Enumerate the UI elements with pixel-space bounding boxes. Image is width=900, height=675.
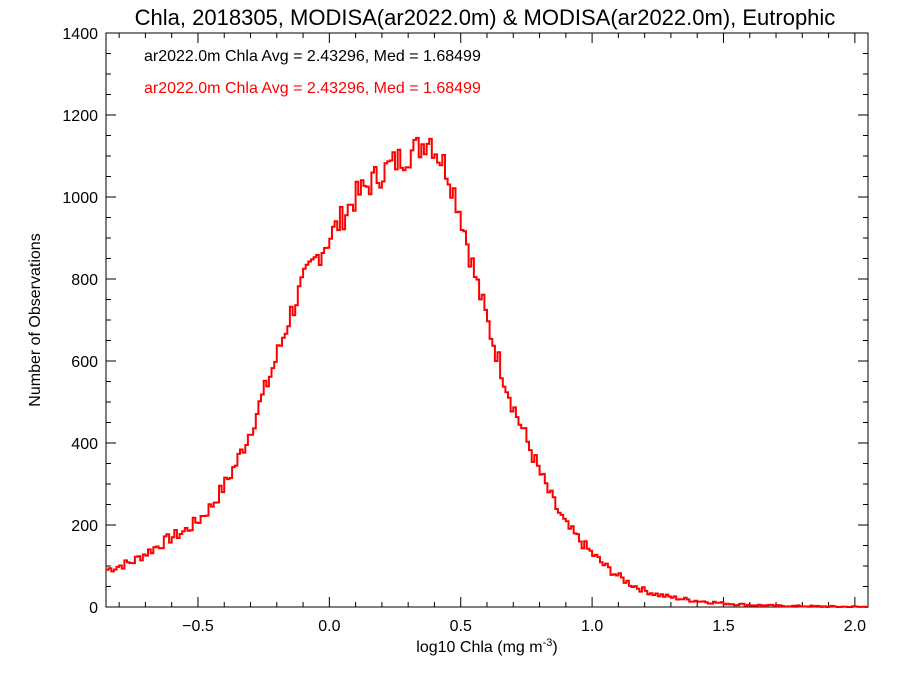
x-axis-label: log10 Chla (mg m-3) [416,637,557,656]
y-tick-label: 600 [71,354,98,371]
x-tick-label: 2.0 [844,618,866,635]
x-tick-label: 0.0 [318,618,340,635]
x-tick-label: 1.5 [712,618,734,635]
y-axis-label: Number of Observations [27,233,44,406]
histogram-series-line [106,136,868,608]
x-axis-label-main: log10 Chla (mg m [416,639,542,656]
y-tick-label: 0 [89,600,98,617]
y-tick-label: 400 [71,436,98,453]
axis-ticks [106,32,868,608]
y-tick-label: 1000 [62,190,98,207]
x-tick-label: 1.0 [581,618,603,635]
x-axis-label-superscript: -3 [543,637,553,649]
y-tick-label: 800 [71,272,98,289]
chart-title: Chla, 2018305, MODISA(ar2022.0m) & MODIS… [135,5,836,30]
axis-tick-labels: −0.5 0.0 0.5 1.0 1.5 2.0 0 200 400 600 800 1000 1200… [62,26,866,635]
y-tick-label: 1200 [62,108,98,125]
legend-entry-black: ar2022.0m Chla Avg = 2.43296, Med = 1.68… [144,48,481,65]
x-axis-label-end: ) [552,639,557,656]
y-tick-label: 200 [71,518,98,535]
x-tick-label: 0.5 [450,618,472,635]
x-tick-label: −0.5 [182,618,214,635]
y-tick-label: 1400 [62,26,98,43]
legend-entry-red: ar2022.0m Chla Avg = 2.43296, Med = 1.68… [144,80,481,97]
